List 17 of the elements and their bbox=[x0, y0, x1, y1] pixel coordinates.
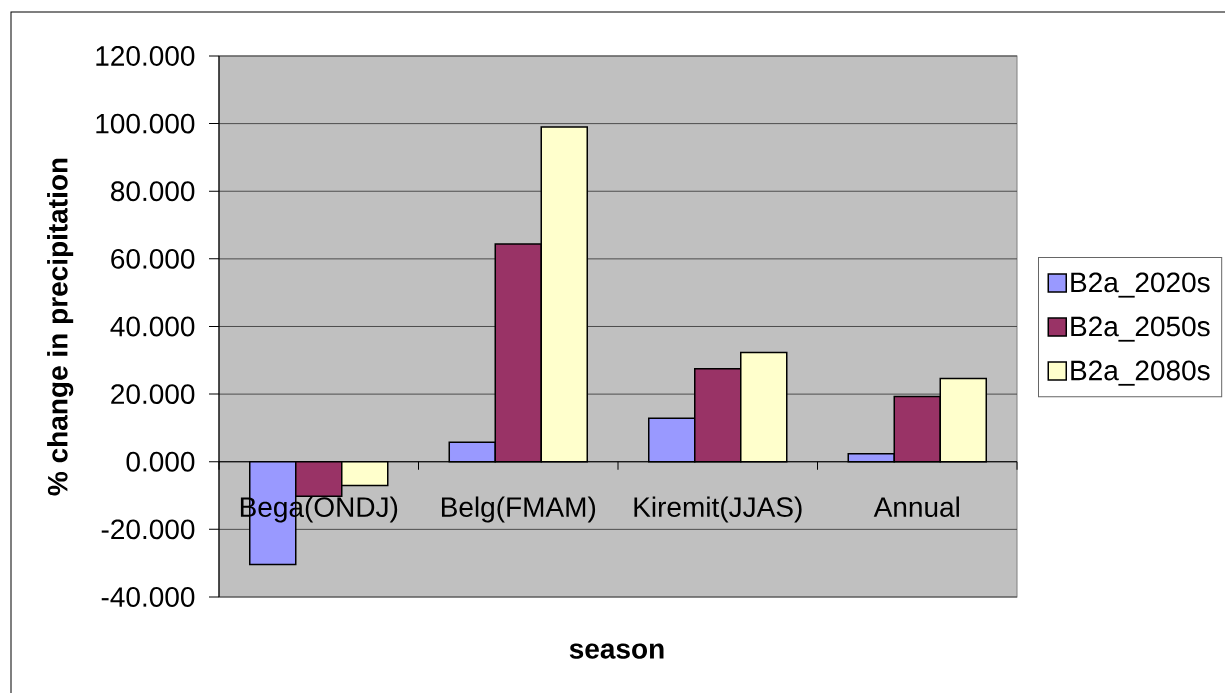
legend-label: B2a_2050s bbox=[1071, 316, 1210, 342]
x-tick-label: Kiremit(JJAS) bbox=[634, 496, 802, 523]
y-tick-label: 80.000 bbox=[111, 181, 195, 202]
x-axis-title: season bbox=[569, 643, 664, 659]
legend-label: B2a_2020s bbox=[1071, 272, 1210, 298]
x-tick-label: Belg(FMAM) bbox=[441, 496, 596, 523]
x-tick-label: Annual bbox=[873, 496, 959, 518]
y-tick-label: -20.000 bbox=[101, 519, 195, 540]
y-tick-label: 0.000 bbox=[126, 451, 195, 472]
y-tick-label: -40.000 bbox=[101, 587, 195, 607]
y-tick-label: 100.000 bbox=[96, 113, 195, 134]
y-tick-label: 120.000 bbox=[96, 46, 195, 66]
y-axis-title: % change in precipitation bbox=[47, 158, 74, 496]
y-tick-label: 20.000 bbox=[111, 384, 195, 405]
legend-label: B2a_2080s bbox=[1071, 360, 1210, 386]
y-tick-label: 40.000 bbox=[110, 316, 195, 337]
y-tick-label: 60.000 bbox=[111, 248, 195, 269]
